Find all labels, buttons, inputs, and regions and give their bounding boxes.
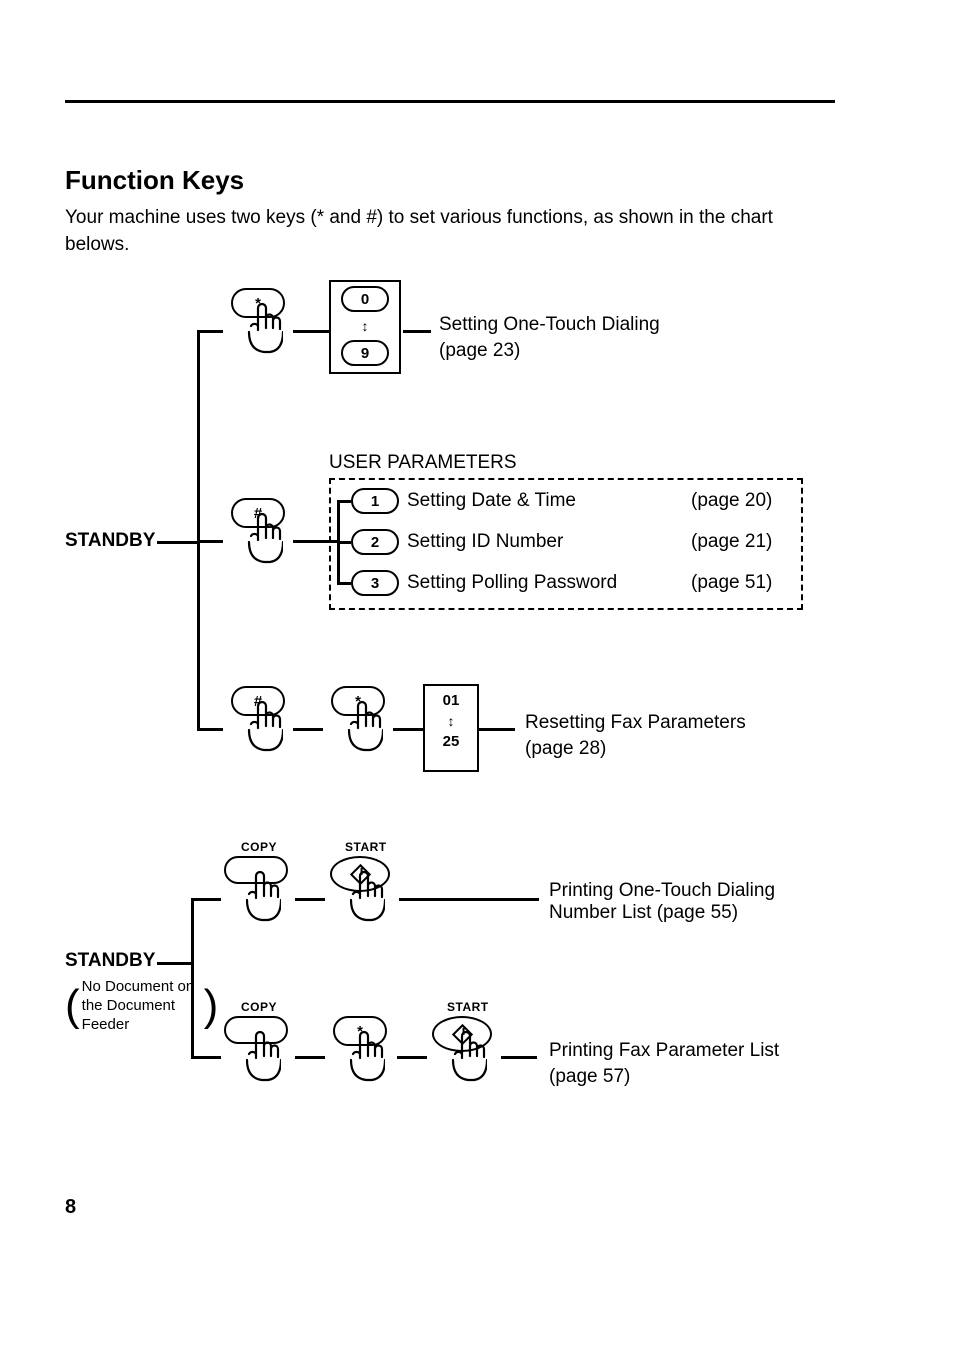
press-hash-icon: # [223, 686, 293, 756]
connector [337, 582, 351, 585]
key-label: 9 [361, 345, 369, 362]
hand-icon [231, 870, 281, 925]
connector [191, 1056, 221, 1059]
digit-range-box: 0 ↕ 9 [329, 280, 401, 374]
connector [295, 898, 325, 901]
copy-label: COPY [241, 1000, 277, 1014]
function-label: Setting ID Number [407, 531, 563, 553]
press-copy-icon [221, 856, 291, 926]
intro-text: Your machine uses two keys (* and #) to … [65, 205, 825, 258]
range-arrow: ↕ [337, 318, 393, 334]
key-button: 9 [341, 340, 389, 366]
user-parameters-heading: USER PARAMETERS [329, 452, 517, 474]
key-button: 1 [351, 488, 399, 514]
range-box: 01 ↕ 25 [423, 684, 479, 772]
connector [293, 540, 329, 543]
standby-note: ( No Document on the Document Feeder ) [65, 978, 218, 1034]
connector [157, 962, 191, 965]
page-ref: (page 51) [691, 572, 772, 594]
connector [197, 330, 223, 333]
hand-icon [233, 512, 283, 567]
page-ref: (page 23) [439, 340, 520, 362]
connector [197, 540, 223, 543]
function-label: Setting Polling Password [407, 572, 617, 594]
page-title: Function Keys [65, 165, 244, 196]
connector [501, 1056, 537, 1059]
page: Function Keys Your machine uses two keys… [0, 0, 954, 1349]
page-ref: (page 28) [525, 738, 606, 760]
press-start-icon [427, 1016, 497, 1086]
hand-icon [437, 1030, 487, 1085]
press-star-icon: * [325, 1016, 395, 1086]
function-label: Printing Fax Parameter List [549, 1040, 779, 1062]
range-top: 01 [431, 692, 471, 709]
hand-icon [333, 700, 383, 755]
function-label: Printing One-Touch Dialing Number List (… [549, 880, 819, 924]
connector [293, 728, 323, 731]
page-ref: (page 21) [691, 531, 772, 553]
hand-icon [233, 700, 283, 755]
connector [197, 330, 200, 730]
connector [157, 541, 197, 544]
start-label: START [345, 840, 387, 854]
page-number: 8 [65, 1196, 76, 1219]
range-arrow: ↕ [431, 713, 471, 729]
connector [403, 330, 431, 333]
hand-icon [335, 870, 385, 925]
press-star-icon: * [223, 288, 293, 358]
connector [337, 500, 351, 503]
function-label: Setting One-Touch Dialing [439, 314, 660, 336]
key-label: 2 [371, 534, 379, 551]
key-button: 3 [351, 570, 399, 596]
connector [393, 728, 423, 731]
hand-icon [231, 1030, 281, 1085]
press-hash-icon: # [223, 498, 293, 568]
note-text: No Document on the Document Feeder [80, 978, 204, 1034]
top-rule [65, 100, 835, 103]
key-label: 0 [361, 291, 369, 308]
connector [191, 898, 221, 901]
key-button: 0 [341, 286, 389, 312]
connector [399, 898, 539, 901]
function-label: Setting Date & Time [407, 490, 576, 512]
connector [397, 1056, 427, 1059]
key-label: 3 [371, 575, 379, 592]
connector [337, 541, 351, 544]
hand-icon [335, 1030, 385, 1085]
connector [479, 728, 515, 731]
press-start-icon [325, 856, 395, 926]
page-ref: (page 57) [549, 1066, 630, 1088]
key-label: 1 [371, 493, 379, 510]
connector [191, 898, 194, 1058]
function-keys-diagram: STANDBY * 0 ↕ 9 Setting One-Touch Dialin… [65, 260, 845, 1130]
copy-label: COPY [241, 840, 277, 854]
range-bottom: 25 [431, 733, 471, 750]
connector [329, 540, 337, 543]
hand-icon [233, 302, 283, 357]
connector [295, 1056, 325, 1059]
page-ref: (page 20) [691, 490, 772, 512]
connector [197, 728, 223, 731]
connector [293, 330, 329, 333]
start-label: START [447, 1000, 489, 1014]
press-copy-icon [221, 1016, 291, 1086]
function-label: Resetting Fax Parameters [525, 712, 746, 734]
standby-label-2: STANDBY [65, 950, 155, 972]
press-star-icon: * [323, 686, 393, 756]
standby-label-1: STANDBY [65, 530, 155, 552]
key-button: 2 [351, 529, 399, 555]
